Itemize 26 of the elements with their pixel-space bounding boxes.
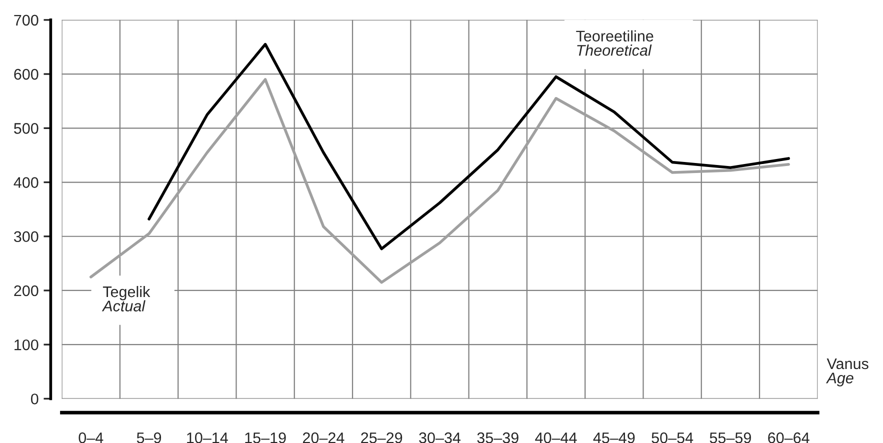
x-tick-label: 30–34 bbox=[419, 432, 461, 443]
x-tick-label: 10–14 bbox=[187, 432, 228, 443]
y-tick-label: 600 bbox=[14, 68, 38, 80]
y-tick-label: 700 bbox=[14, 14, 38, 26]
series-label: Tegelik Actual bbox=[102, 286, 150, 312]
x-tick-label: 20–24 bbox=[302, 432, 344, 443]
line-series bbox=[89, 78, 790, 284]
y-tick-label: 200 bbox=[14, 285, 38, 296]
y-tick-label: 400 bbox=[14, 177, 38, 188]
line-series bbox=[148, 42, 790, 250]
x-tick-label: 0–4 bbox=[78, 432, 104, 443]
x-tick-label: 15–19 bbox=[245, 432, 286, 443]
y-tick-label: 100 bbox=[14, 339, 38, 350]
x-tick-label: 5–9 bbox=[136, 432, 162, 443]
series-label: Teoreetiline Theoretical bbox=[576, 30, 654, 56]
y-tick-label: 500 bbox=[14, 123, 38, 134]
x-tick-label: 40–44 bbox=[535, 432, 577, 443]
x-tick-label: 35–39 bbox=[477, 432, 518, 443]
x-tick-label: 55–59 bbox=[710, 432, 751, 443]
x-tick-label: 50–54 bbox=[652, 432, 694, 443]
x-tick-label: 45–49 bbox=[593, 432, 635, 443]
x-tick-label: 25–29 bbox=[361, 432, 402, 443]
x-tick-label: 60–64 bbox=[768, 432, 810, 443]
x-axis-title: Vanus Age bbox=[826, 358, 868, 386]
y-tick-label: 300 bbox=[14, 231, 38, 242]
y-tick-label: 0 bbox=[30, 394, 38, 404]
